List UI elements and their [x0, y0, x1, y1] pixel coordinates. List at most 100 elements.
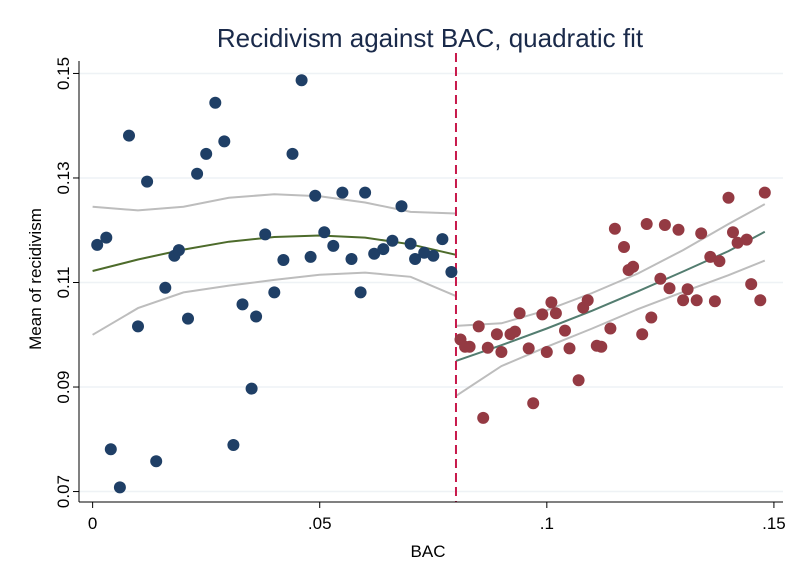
- point-left-41: [436, 233, 449, 246]
- point-right-12: [527, 397, 540, 410]
- point-right-39: [695, 227, 708, 240]
- y-tick-label-1: 0.09: [54, 370, 73, 403]
- point-right-47: [745, 278, 758, 291]
- point-left-27: [318, 226, 331, 239]
- point-right-38: [690, 294, 703, 307]
- point-left-22: [277, 254, 290, 266]
- point-right-21: [581, 294, 594, 307]
- point-left-19: [250, 310, 263, 323]
- point-right-17: [559, 324, 571, 337]
- point-left-33: [368, 247, 381, 260]
- point-left-31: [354, 286, 367, 299]
- ci-lower-left: [92, 271, 457, 336]
- point-right-42: [713, 255, 726, 268]
- point-left-28: [327, 239, 340, 252]
- point-left-11: [182, 312, 194, 325]
- point-left-34: [377, 243, 390, 256]
- point-right-10: [513, 307, 526, 320]
- point-right-45: [731, 236, 744, 249]
- point-right-33: [658, 219, 671, 231]
- point-left-20: [259, 228, 272, 241]
- point-right-16: [549, 307, 562, 320]
- point-left-12: [191, 167, 204, 180]
- point-right-34: [663, 282, 676, 295]
- point-left-38: [409, 253, 422, 265]
- confidence-bands: [92, 193, 766, 397]
- axes: [78, 61, 783, 503]
- point-right-9: [509, 325, 521, 338]
- point-right-5: [481, 341, 494, 354]
- ci-lower-right: [455, 259, 766, 397]
- point-left-30: [345, 253, 358, 265]
- ci-upper-right: [455, 203, 766, 327]
- point-left-15: [218, 135, 231, 148]
- x-axis-label: BAC: [411, 542, 446, 561]
- point-right-14: [540, 346, 553, 358]
- point-left-4: [123, 129, 135, 142]
- point-right-6: [490, 328, 503, 341]
- point-left-23: [286, 147, 299, 160]
- point-right-29: [636, 328, 649, 341]
- point-right-31: [645, 311, 658, 324]
- x-tick-label-0: 0: [88, 514, 97, 533]
- point-left-25: [304, 250, 317, 263]
- point-left-10: [172, 244, 185, 257]
- point-right-30: [640, 218, 653, 230]
- point-right-35: [672, 223, 685, 236]
- data-points: [91, 74, 771, 494]
- fit-line-left: [92, 234, 457, 272]
- point-right-41: [708, 295, 721, 308]
- point-right-2: [463, 340, 476, 353]
- x-tick-label-2: .1: [540, 514, 554, 533]
- point-left-36: [395, 200, 408, 213]
- gridlines: [79, 72, 783, 493]
- point-left-0: [91, 238, 104, 251]
- point-left-39: [418, 246, 431, 259]
- point-left-37: [404, 237, 417, 250]
- point-left-13: [200, 147, 213, 160]
- tick-labels: 0 .05 .1 .15 0.07 0.09 0.11 0.13 0.15: [54, 57, 786, 533]
- point-right-7: [495, 346, 508, 358]
- point-left-35: [386, 234, 399, 247]
- point-left-18: [245, 382, 258, 395]
- point-right-40: [704, 250, 717, 263]
- point-right-48: [754, 294, 767, 307]
- y-tick-label-0: 0.07: [54, 475, 73, 508]
- point-left-7: [150, 455, 163, 468]
- point-left-32: [359, 186, 372, 199]
- point-left-40: [427, 249, 440, 262]
- point-right-13: [536, 308, 549, 321]
- point-right-28: [627, 260, 640, 273]
- point-left-2: [104, 443, 117, 456]
- y-tick-label-3: 0.13: [54, 161, 73, 194]
- point-right-32: [654, 272, 667, 285]
- point-left-42: [445, 266, 458, 278]
- point-left-24: [295, 74, 308, 87]
- point-right-19: [572, 374, 585, 387]
- point-left-17: [236, 298, 249, 311]
- point-right-26: [618, 241, 630, 253]
- x-tick-label-1: .05: [308, 514, 332, 533]
- point-right-24: [604, 322, 617, 335]
- point-left-3: [113, 481, 126, 494]
- point-left-6: [141, 175, 154, 188]
- y-tick-label-4: 0.15: [54, 57, 73, 90]
- point-right-36: [677, 294, 690, 307]
- point-right-23: [595, 340, 608, 353]
- point-right-46: [740, 233, 753, 246]
- chart-title: Recidivism against BAC, quadratic fit: [217, 23, 644, 53]
- point-right-3: [472, 320, 485, 333]
- point-left-8: [159, 281, 172, 294]
- point-right-49: [758, 186, 771, 199]
- ci-upper-left: [92, 193, 457, 215]
- point-right-15: [545, 296, 558, 309]
- point-left-29: [336, 186, 349, 199]
- y-axis-label: Mean of recidivism: [26, 208, 45, 350]
- point-right-4: [477, 411, 490, 424]
- point-left-1: [100, 231, 113, 244]
- point-left-21: [268, 286, 281, 299]
- point-left-26: [309, 189, 322, 202]
- point-right-37: [681, 283, 694, 296]
- point-left-5: [132, 320, 144, 333]
